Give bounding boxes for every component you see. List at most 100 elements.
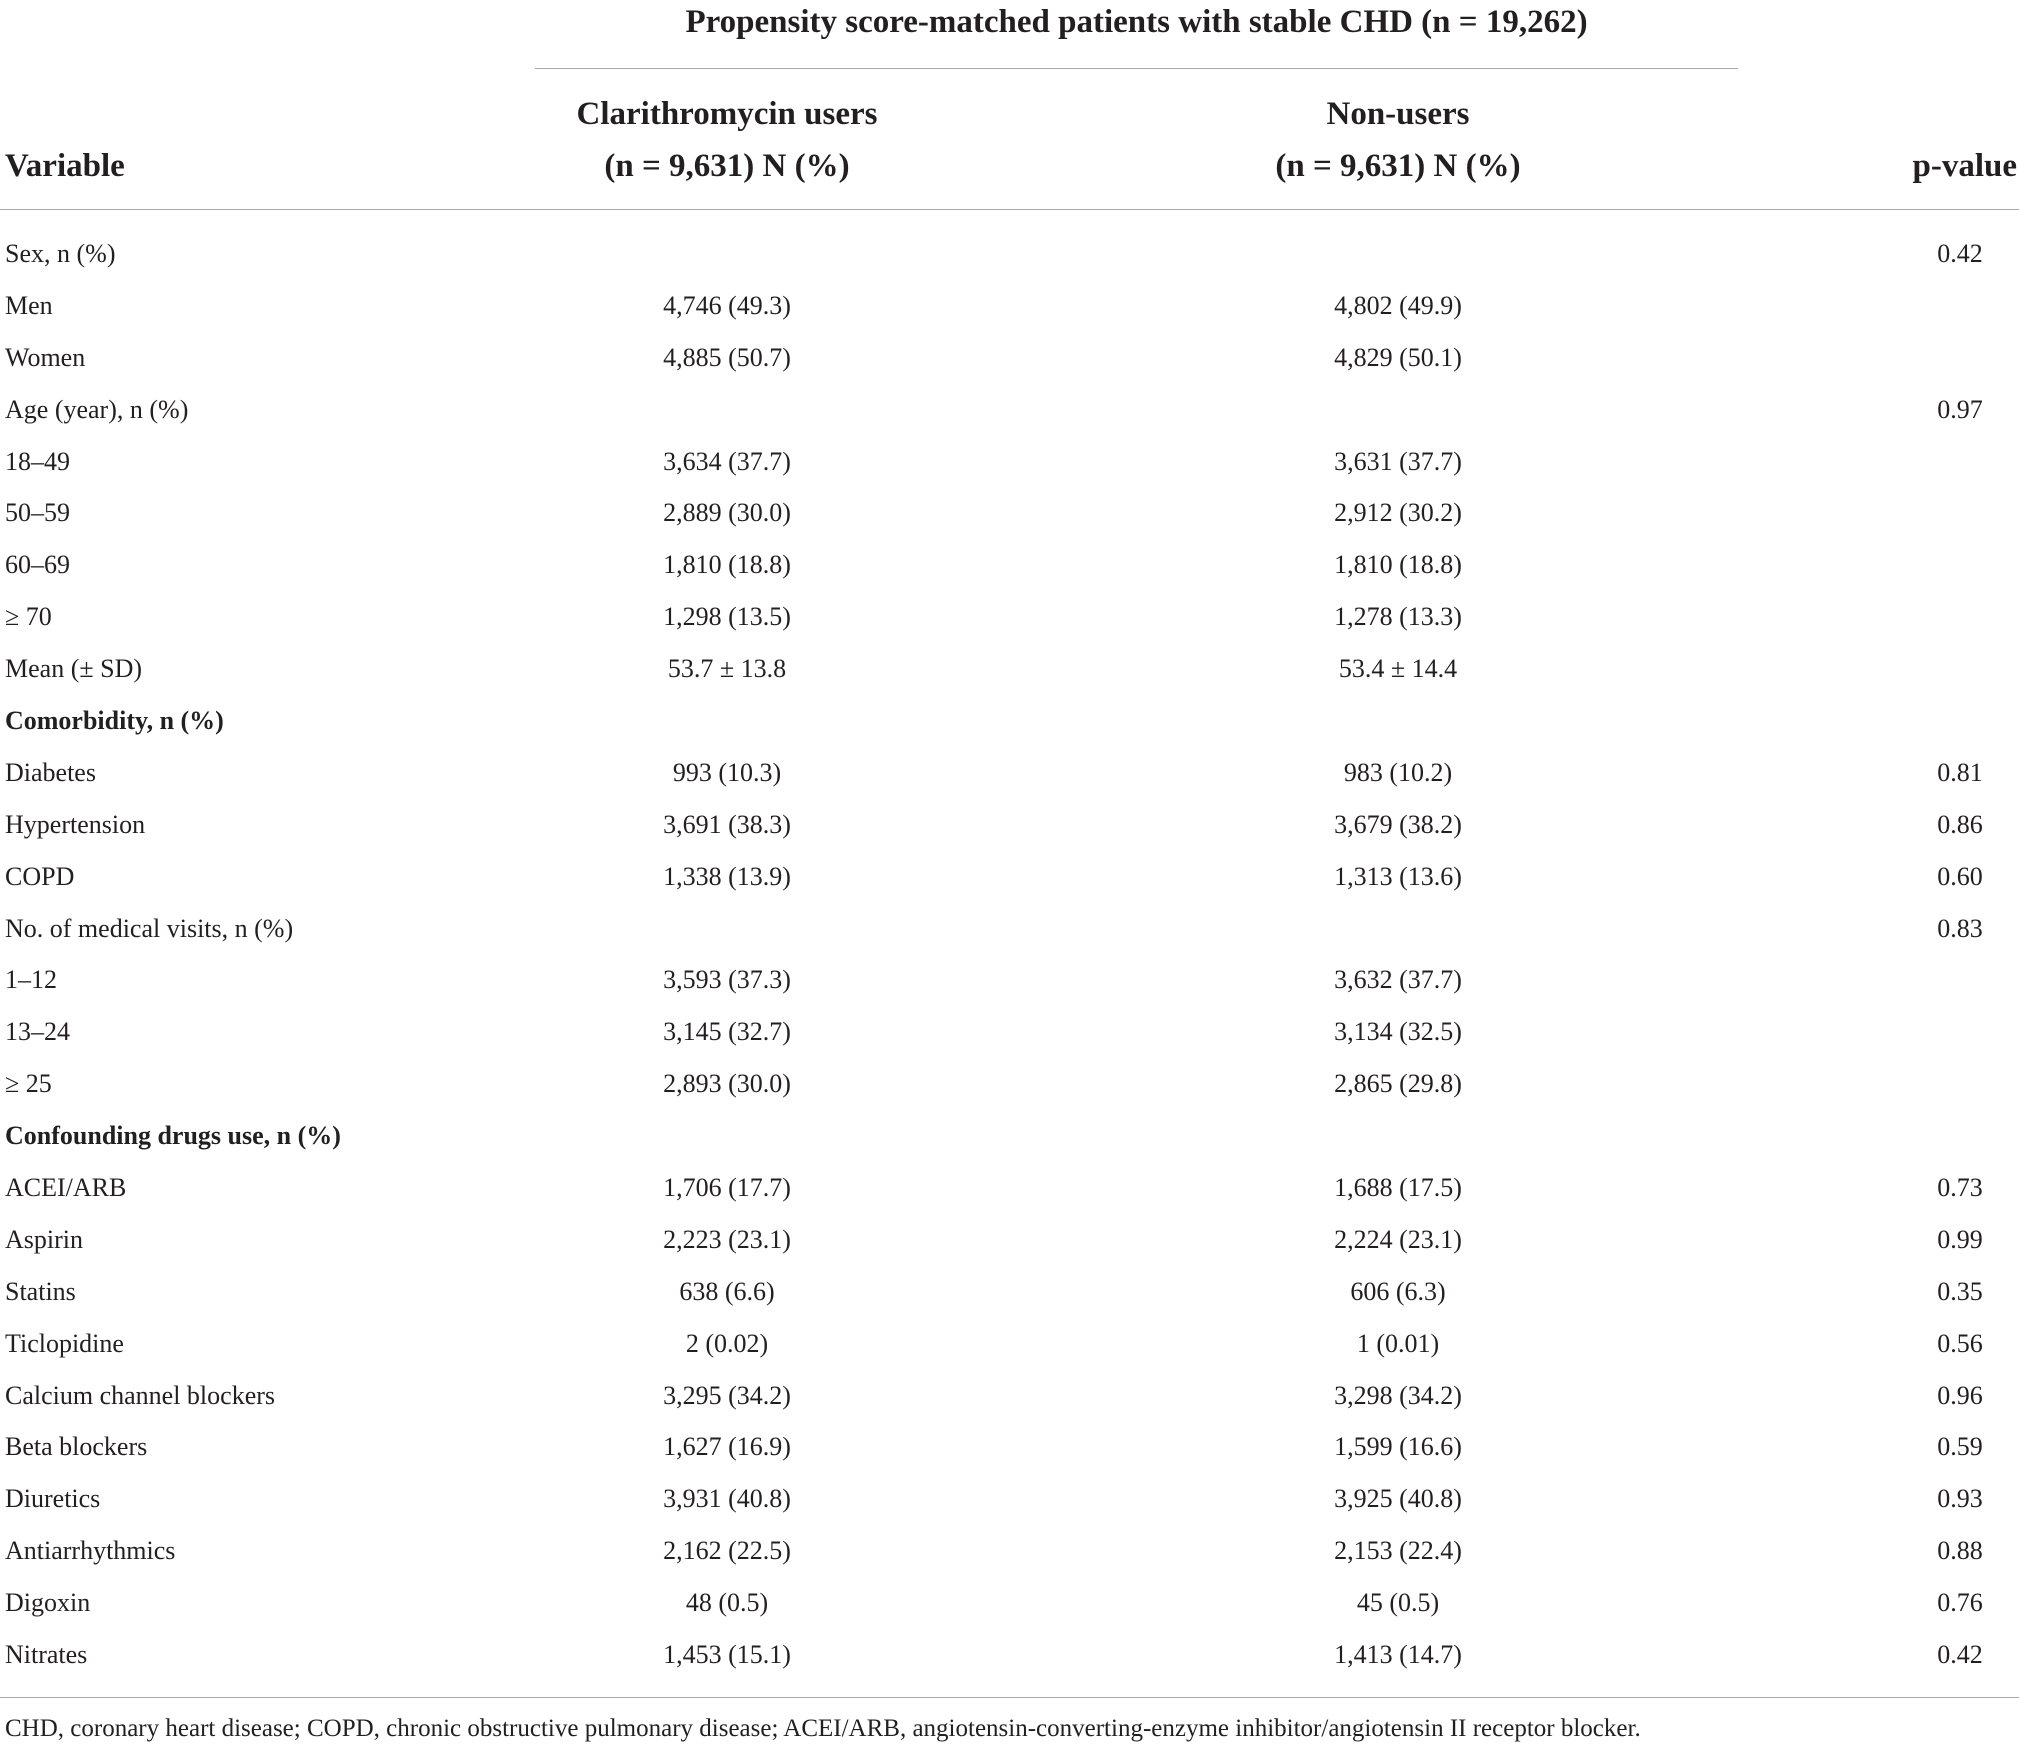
- table-row: Sex, n (%) 0.42: [0, 228, 2019, 280]
- table-row: ACEI/ARB 1,706 (17.7) 1,688 (17.5) 0.73: [0, 1162, 2019, 1214]
- nonusers-header-line2: (n = 9,631) N (%): [1275, 148, 1521, 184]
- pvalue-cell: 0.99: [1937, 1224, 1983, 1254]
- users-cell: 1,627 (16.9): [663, 1432, 791, 1462]
- nonusers-cell: 45 (0.5): [1356, 1588, 1440, 1618]
- variable-cell: 50–59: [5, 498, 70, 528]
- nonusers-cell: 3,632 (37.7): [1334, 965, 1462, 995]
- section-header-row: Confounding drugs use, n (%): [0, 1110, 2019, 1162]
- table-row: Mean (± SD) 53.7 ± 13.8 53.4 ± 14.4: [0, 643, 2019, 695]
- nonusers-cell: 1,810 (18.8): [1334, 550, 1462, 580]
- pvalue-cell: 0.97: [1937, 394, 1983, 424]
- variable-cell: Statins: [5, 1276, 76, 1306]
- nonusers-cell: 983 (10.2): [1343, 757, 1453, 787]
- users-cell: 2,893 (30.0): [663, 1069, 791, 1099]
- variable-cell: Confounding drugs use, n (%): [5, 1121, 341, 1151]
- variable-cell: No. of medical visits, n (%): [5, 913, 294, 943]
- pvalue-cell: 0.42: [1937, 1640, 1983, 1670]
- column-header-nonusers: Non-users (n = 9,631) N (%): [1198, 88, 1598, 192]
- nonusers-cell: 1,313 (13.6): [1334, 861, 1462, 891]
- users-cell: 3,295 (34.2): [663, 1380, 791, 1410]
- users-cell: 53.7 ± 13.8: [667, 654, 787, 684]
- variable-cell: ACEI/ARB: [5, 1173, 127, 1203]
- variable-cell: Men: [5, 290, 53, 320]
- bottom-rule: [0, 1697, 2019, 1698]
- table-row: ≥ 25 2,893 (30.0) 2,865 (29.8): [0, 1058, 2019, 1110]
- variable-cell: Aspirin: [5, 1224, 83, 1254]
- nonusers-cell: 2,153 (22.4): [1334, 1536, 1462, 1566]
- users-cell: 2,223 (23.1): [663, 1224, 791, 1254]
- variable-cell: Diabetes: [5, 757, 96, 787]
- users-cell: 1,298 (13.5): [663, 602, 791, 632]
- nonusers-cell: 2,224 (23.1): [1334, 1224, 1462, 1254]
- pvalue-cell: 0.42: [1937, 239, 1983, 268]
- table-row: Age (year), n (%) 0.97: [0, 384, 2019, 436]
- table-row: COPD 1,338 (13.9) 1,313 (13.6) 0.60: [0, 851, 2019, 903]
- variable-cell: Women: [5, 342, 86, 372]
- table-row: No. of medical visits, n (%) 0.83: [0, 903, 2019, 955]
- variable-cell: 1–12: [5, 965, 57, 995]
- nonusers-cell: 1,278 (13.3): [1334, 602, 1462, 632]
- nonusers-cell: 1 (0.01): [1356, 1328, 1440, 1358]
- nonusers-cell: 3,925 (40.8): [1334, 1484, 1462, 1514]
- header-rule: [0, 209, 2019, 210]
- column-header-users: Clarithromycin users (n = 9,631) N (%): [527, 88, 927, 192]
- users-header-line1: Clarithromycin users: [576, 96, 878, 132]
- pvalue-cell: 0.86: [1937, 809, 1983, 839]
- users-cell: 4,885 (50.7): [663, 342, 791, 372]
- table-row: Diuretics 3,931 (40.8) 3,925 (40.8) 0.93: [0, 1473, 2019, 1525]
- nonusers-cell: 3,298 (34.2): [1334, 1380, 1462, 1410]
- variable-cell: ≥ 25: [5, 1069, 52, 1099]
- users-cell: 638 (6.6): [679, 1276, 775, 1306]
- table-body: Sex, n (%) 0.42 Men 4,746 (49.3) 4,802 (49.9…: [0, 228, 2019, 1681]
- variable-cell: Age (year), n (%): [5, 394, 189, 424]
- nonusers-cell: 3,631 (37.7): [1334, 446, 1462, 476]
- spanning-title-rule: [535, 68, 1738, 69]
- nonusers-cell: 4,829 (50.1): [1334, 342, 1462, 372]
- pvalue-cell: 0.35: [1937, 1276, 1983, 1306]
- pvalue-cell: 0.93: [1937, 1484, 1983, 1514]
- nonusers-cell: 3,134 (32.5): [1334, 1017, 1462, 1047]
- variable-cell: Comorbidity, n (%): [5, 706, 224, 736]
- variable-cell: Sex, n (%): [5, 239, 116, 268]
- spanning-column-title: Propensity score-matched patients with s…: [685, 4, 1588, 40]
- table-row: Statins 638 (6.6) 606 (6.3) 0.35: [0, 1266, 2019, 1318]
- users-header-line2: (n = 9,631) N (%): [604, 148, 850, 184]
- table-row: 60–69 1,810 (18.8) 1,810 (18.8): [0, 539, 2019, 591]
- variable-cell: Calcium channel blockers: [5, 1380, 276, 1410]
- column-header-pvalue: p-value: [1912, 148, 2017, 184]
- nonusers-cell: 1,688 (17.5): [1334, 1173, 1462, 1203]
- table-row: 18–49 3,634 (37.7) 3,631 (37.7): [0, 436, 2019, 488]
- variable-cell: Digoxin: [5, 1588, 91, 1618]
- table-row: Diabetes 993 (10.3) 983 (10.2) 0.81: [0, 747, 2019, 799]
- users-cell: 2,162 (22.5): [663, 1536, 791, 1566]
- variable-cell: Hypertension: [5, 809, 146, 839]
- variable-cell: Nitrates: [5, 1640, 88, 1670]
- table-row: 13–24 3,145 (32.7) 3,134 (32.5): [0, 1006, 2019, 1058]
- users-cell: 1,453 (15.1): [663, 1640, 791, 1670]
- users-cell: 1,338 (13.9): [663, 861, 791, 891]
- table-row: Ticlopidine 2 (0.02) 1 (0.01) 0.56: [0, 1318, 2019, 1370]
- table-row: 50–59 2,889 (30.0) 2,912 (30.2): [0, 487, 2019, 539]
- table-row: 1–12 3,593 (37.3) 3,632 (37.7): [0, 954, 2019, 1006]
- variable-cell: Antiarrhythmics: [5, 1536, 176, 1566]
- table-row: Antiarrhythmics 2,162 (22.5) 2,153 (22.4) 0…: [0, 1525, 2019, 1577]
- variable-cell: 13–24: [5, 1017, 70, 1047]
- nonusers-cell: 1,599 (16.6): [1334, 1432, 1462, 1462]
- nonusers-cell: 53.4 ± 14.4: [1338, 654, 1458, 684]
- nonusers-header-line1: Non-users: [1326, 96, 1470, 132]
- column-header-variable: Variable: [5, 148, 125, 184]
- table-row: Beta blockers 1,627 (16.9) 1,599 (16.6) 0.5…: [0, 1421, 2019, 1473]
- nonusers-cell: 4,802 (49.9): [1334, 290, 1462, 320]
- pvalue-cell: 0.56: [1937, 1328, 1983, 1358]
- nonusers-cell: 3,679 (38.2): [1334, 809, 1462, 839]
- nonusers-cell: 2,865 (29.8): [1334, 1069, 1462, 1099]
- table-row: Aspirin 2,223 (23.1) 2,224 (23.1) 0.99: [0, 1214, 2019, 1266]
- pvalue-cell: 0.59: [1937, 1432, 1983, 1462]
- users-cell: 993 (10.3): [672, 757, 782, 787]
- table-row: Calcium channel blockers 3,295 (34.2) 3,29…: [0, 1370, 2019, 1422]
- users-cell: 3,931 (40.8): [663, 1484, 791, 1514]
- users-cell: 48 (0.5): [685, 1588, 769, 1618]
- variable-cell: Mean (± SD): [5, 654, 143, 684]
- variable-cell: ≥ 70: [5, 602, 52, 632]
